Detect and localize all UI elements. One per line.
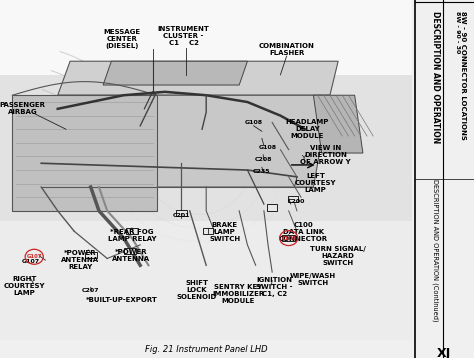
Text: C100
DATA LINK
CONNECTOR: C100 DATA LINK CONNECTOR (279, 222, 328, 242)
Text: *POWER
ANTENNA
RELAY: *POWER ANTENNA RELAY (61, 250, 100, 270)
Polygon shape (58, 61, 338, 95)
Text: VIEW IN
DIRECTION
OF ARROW Y: VIEW IN DIRECTION OF ARROW Y (301, 145, 351, 165)
Bar (84, 252, 97, 258)
Bar (124, 248, 136, 254)
Text: 8W - 90 - 30: 8W - 90 - 30 (455, 11, 460, 53)
Text: C235: C235 (253, 169, 271, 174)
Polygon shape (41, 95, 330, 187)
Bar (126, 228, 138, 234)
Text: *REAR FOG
LAMP RELAY: *REAR FOG LAMP RELAY (108, 229, 156, 242)
Text: G108: G108 (245, 120, 263, 125)
Text: Fig. 21 Instrument Panel LHD: Fig. 21 Instrument Panel LHD (145, 345, 267, 354)
Text: LEFT
COURTESY
LAMP: LEFT COURTESY LAMP (295, 173, 336, 193)
Text: C100: C100 (281, 236, 296, 241)
Polygon shape (12, 95, 157, 211)
Polygon shape (103, 61, 247, 85)
Text: C208: C208 (255, 158, 272, 162)
Bar (176, 209, 187, 216)
Text: BRAKE
LAMP
SWITCH: BRAKE LAMP SWITCH (209, 222, 240, 242)
Text: *POWER
ANTENNA: *POWER ANTENNA (112, 249, 150, 262)
Text: G107: G107 (22, 259, 40, 264)
Text: MESSAGE
CENTER
(DIESEL): MESSAGE CENTER (DIESEL) (103, 29, 140, 49)
Bar (267, 204, 277, 211)
Text: SHIFT
LOCK
SOLENOID: SHIFT LOCK SOLENOID (177, 280, 217, 300)
Text: COMBINATION
FLASHER: COMBINATION FLASHER (259, 43, 315, 56)
Text: IGNITION
SWITCH -
C1, C2: IGNITION SWITCH - C1, C2 (256, 277, 292, 297)
Bar (203, 228, 213, 234)
Text: G108: G108 (259, 145, 277, 150)
Text: INSTRUMENT
CLUSTER -
C1    C2: INSTRUMENT CLUSTER - C1 C2 (157, 26, 210, 46)
Text: HEADLAMP
DELAY
MODULE: HEADLAMP DELAY MODULE (285, 119, 329, 139)
Text: *BUILT-UP-EXPORT: *BUILT-UP-EXPORT (86, 297, 157, 303)
Text: WIPE/WASH
SWITCH: WIPE/WASH SWITCH (290, 273, 336, 286)
Text: photobucket: photobucket (170, 169, 226, 178)
Polygon shape (313, 95, 363, 153)
Text: Y: Y (301, 155, 305, 160)
Text: G107: G107 (27, 254, 42, 259)
Bar (0, 0, 412, 75)
Text: TURN SIGNAL/
HAZARD
SWITCH: TURN SIGNAL/ HAZARD SWITCH (310, 246, 366, 266)
Text: SENTRY KEY
IMMOBILIZER
MODULE: SENTRY KEY IMMOBILIZER MODULE (212, 284, 264, 304)
Bar (0, 75, 412, 221)
Text: 8W - 90 CONNECTOR LOCATIONS: 8W - 90 CONNECTOR LOCATIONS (460, 11, 466, 140)
Text: XJ: XJ (437, 347, 452, 358)
Bar (0, 221, 412, 340)
Bar (283, 235, 295, 241)
Bar (288, 196, 298, 202)
Text: DESCRIPTION AND OPERATION (Continued): DESCRIPTION AND OPERATION (Continued) (432, 179, 439, 321)
Text: RIGHT
COURTESY
LAMP: RIGHT COURTESY LAMP (4, 276, 46, 296)
Text: C207: C207 (82, 288, 100, 293)
Text: PASSENGER
AIRBAG: PASSENGER AIRBAG (0, 102, 46, 115)
Text: C200: C200 (287, 199, 305, 204)
Text: DESCRIPTION AND OPERATION: DESCRIPTION AND OPERATION (431, 11, 440, 143)
Text: C201: C201 (173, 213, 190, 218)
